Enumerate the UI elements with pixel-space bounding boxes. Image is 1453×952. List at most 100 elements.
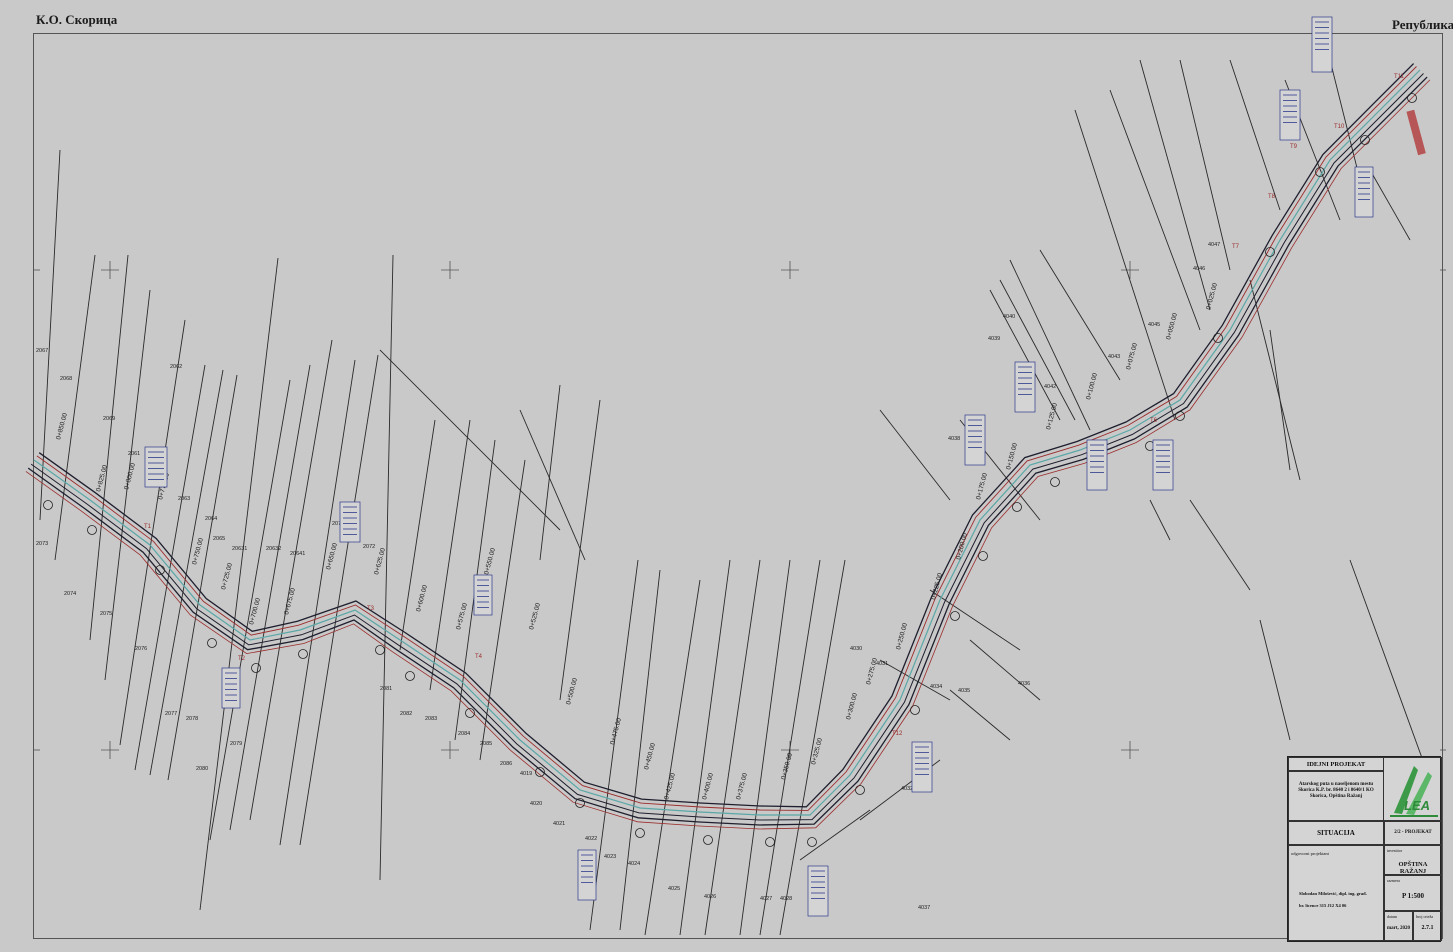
station-label: 0+100.00 xyxy=(1085,372,1099,401)
parcel-boundary-line xyxy=(134,364,206,771)
road-shoulder-left xyxy=(36,66,1417,811)
parcel-number: 4031 xyxy=(876,661,888,667)
parcel-boundary-line xyxy=(379,349,561,531)
parcel-number: 2079 xyxy=(230,741,242,747)
parcel-number: 2064 xyxy=(205,516,217,522)
tangent-point-label: T9 xyxy=(1290,144,1298,150)
date-label: datum xyxy=(1387,914,1397,919)
title-heading: IDEJNI PROJEKAT xyxy=(1288,757,1384,771)
station-marker xyxy=(1265,247,1275,257)
investor-label: investitor xyxy=(1387,848,1403,853)
investor-name: OPŠTINA RAŽANJ xyxy=(1398,861,1428,875)
parcel-number: 2081 xyxy=(380,686,392,692)
parcel-number: 2077 xyxy=(165,711,177,717)
station-marker xyxy=(978,551,988,561)
parcel-number: 2063 xyxy=(178,496,190,502)
parcel-number: 2071 xyxy=(332,521,344,527)
station-label: 0+175.00 xyxy=(975,472,989,501)
curve-element-box xyxy=(807,865,829,917)
parcel-boundary-line xyxy=(989,289,1061,421)
parcel-number: 2076 xyxy=(135,646,147,652)
parcel-number: 4019 xyxy=(520,771,532,777)
tangent-point-label: T11 xyxy=(1394,74,1405,80)
station-label: 0+050.00 xyxy=(1165,312,1179,341)
parcel-boundary-line xyxy=(969,639,1041,701)
parcel-number: 2084 xyxy=(458,731,470,737)
parcel-boundary-line xyxy=(167,374,238,781)
parcel-boundary-line xyxy=(999,279,1076,421)
station-label: 0+425.00 xyxy=(663,772,677,801)
curve-element-box xyxy=(1014,361,1036,413)
station-label: 0+350.00 xyxy=(780,752,794,781)
parcel-boundary-line xyxy=(879,659,951,701)
parcel-number: 2068 xyxy=(60,376,72,382)
scale-label: razmera xyxy=(1387,878,1400,883)
parcel-number: 2074 xyxy=(64,591,76,597)
station-marker xyxy=(703,835,713,845)
title-block: IDEJNI PROJEKAT Atarskog puta u naseljen… xyxy=(1287,756,1442,942)
road-lane-right xyxy=(30,73,1424,821)
station-label: 0+475.00 xyxy=(609,717,623,746)
parcel-number: 4043 xyxy=(1108,354,1120,360)
scale-value: P 1:500 xyxy=(1402,892,1424,900)
parcel-boundary-line xyxy=(1329,59,1361,181)
grid-cross xyxy=(1121,741,1139,759)
station-label: 0+600.00 xyxy=(415,584,429,613)
grid-crosses xyxy=(34,261,1446,759)
parcel-number: 2069 xyxy=(103,416,115,422)
parcel-boundary-line xyxy=(704,559,761,936)
grid-cross xyxy=(441,261,459,279)
date-value: mart, 2020 xyxy=(1386,926,1411,931)
station-marker xyxy=(87,525,97,535)
curve-element-box xyxy=(1311,16,1333,73)
grid-cross xyxy=(101,741,119,759)
parcel-boundaries xyxy=(39,59,1431,936)
curve-element-box xyxy=(964,414,986,466)
parcel-number: 2082 xyxy=(400,711,412,717)
station-marker xyxy=(405,671,415,681)
curve-element-box xyxy=(1152,439,1174,491)
grid-cross xyxy=(101,261,119,279)
parcel-number: 4047 xyxy=(1208,242,1220,248)
tangent-point-label: T2 xyxy=(238,656,246,662)
station-marker xyxy=(465,708,475,718)
curve-element-box xyxy=(339,501,361,543)
curve-element-box xyxy=(1354,166,1374,218)
republic-label: Република xyxy=(1392,17,1453,32)
parcel-number: 2080 xyxy=(196,766,208,772)
sheet-number-label: broj crteža xyxy=(1416,914,1433,919)
station-marker xyxy=(635,828,645,838)
station-marker xyxy=(950,611,960,621)
parcel-boundary-line xyxy=(759,559,821,936)
parcel-boundary-line xyxy=(929,589,1021,651)
parcel-boundary-line xyxy=(1259,619,1291,741)
parcel-number: 4039 xyxy=(988,336,1000,342)
cadastral-municipality-label: К.О. Скорица xyxy=(36,12,118,27)
parcel-boundary-line xyxy=(1009,259,1091,431)
parcel-boundary-line xyxy=(249,339,333,821)
station-label: 0+125.00 xyxy=(1045,402,1059,431)
station-label: 0+525.00 xyxy=(528,602,542,631)
parcel-number: 4025 xyxy=(668,886,680,892)
parcel-number: 4036 xyxy=(1018,681,1030,687)
station-marker xyxy=(910,705,920,715)
station-marker xyxy=(535,767,545,777)
road-ditch-right xyxy=(25,79,1431,830)
parcel-boundary-line xyxy=(539,384,561,561)
tangent-point-label: T6 xyxy=(1150,418,1158,424)
company-logo: LEA xyxy=(1383,757,1442,821)
parcel-boundary-line xyxy=(559,399,601,701)
parcel-number: 2083 xyxy=(425,716,437,722)
station-label: 0+850.00 xyxy=(55,412,69,441)
parcel-boundary-line xyxy=(479,459,526,761)
date-cell: datum mart, 2020 xyxy=(1384,911,1413,941)
curve-element-box xyxy=(473,574,493,616)
station-marker xyxy=(765,837,775,847)
parcel-boundary-line xyxy=(429,419,471,691)
station-marker xyxy=(575,798,585,808)
parcel-number: 4023 xyxy=(604,854,616,860)
parcel-number: 4045 xyxy=(1148,322,1160,328)
logo-text: LEA xyxy=(1404,798,1430,813)
parcel-boundary-line xyxy=(1149,499,1171,541)
road-centerline xyxy=(33,69,1421,816)
